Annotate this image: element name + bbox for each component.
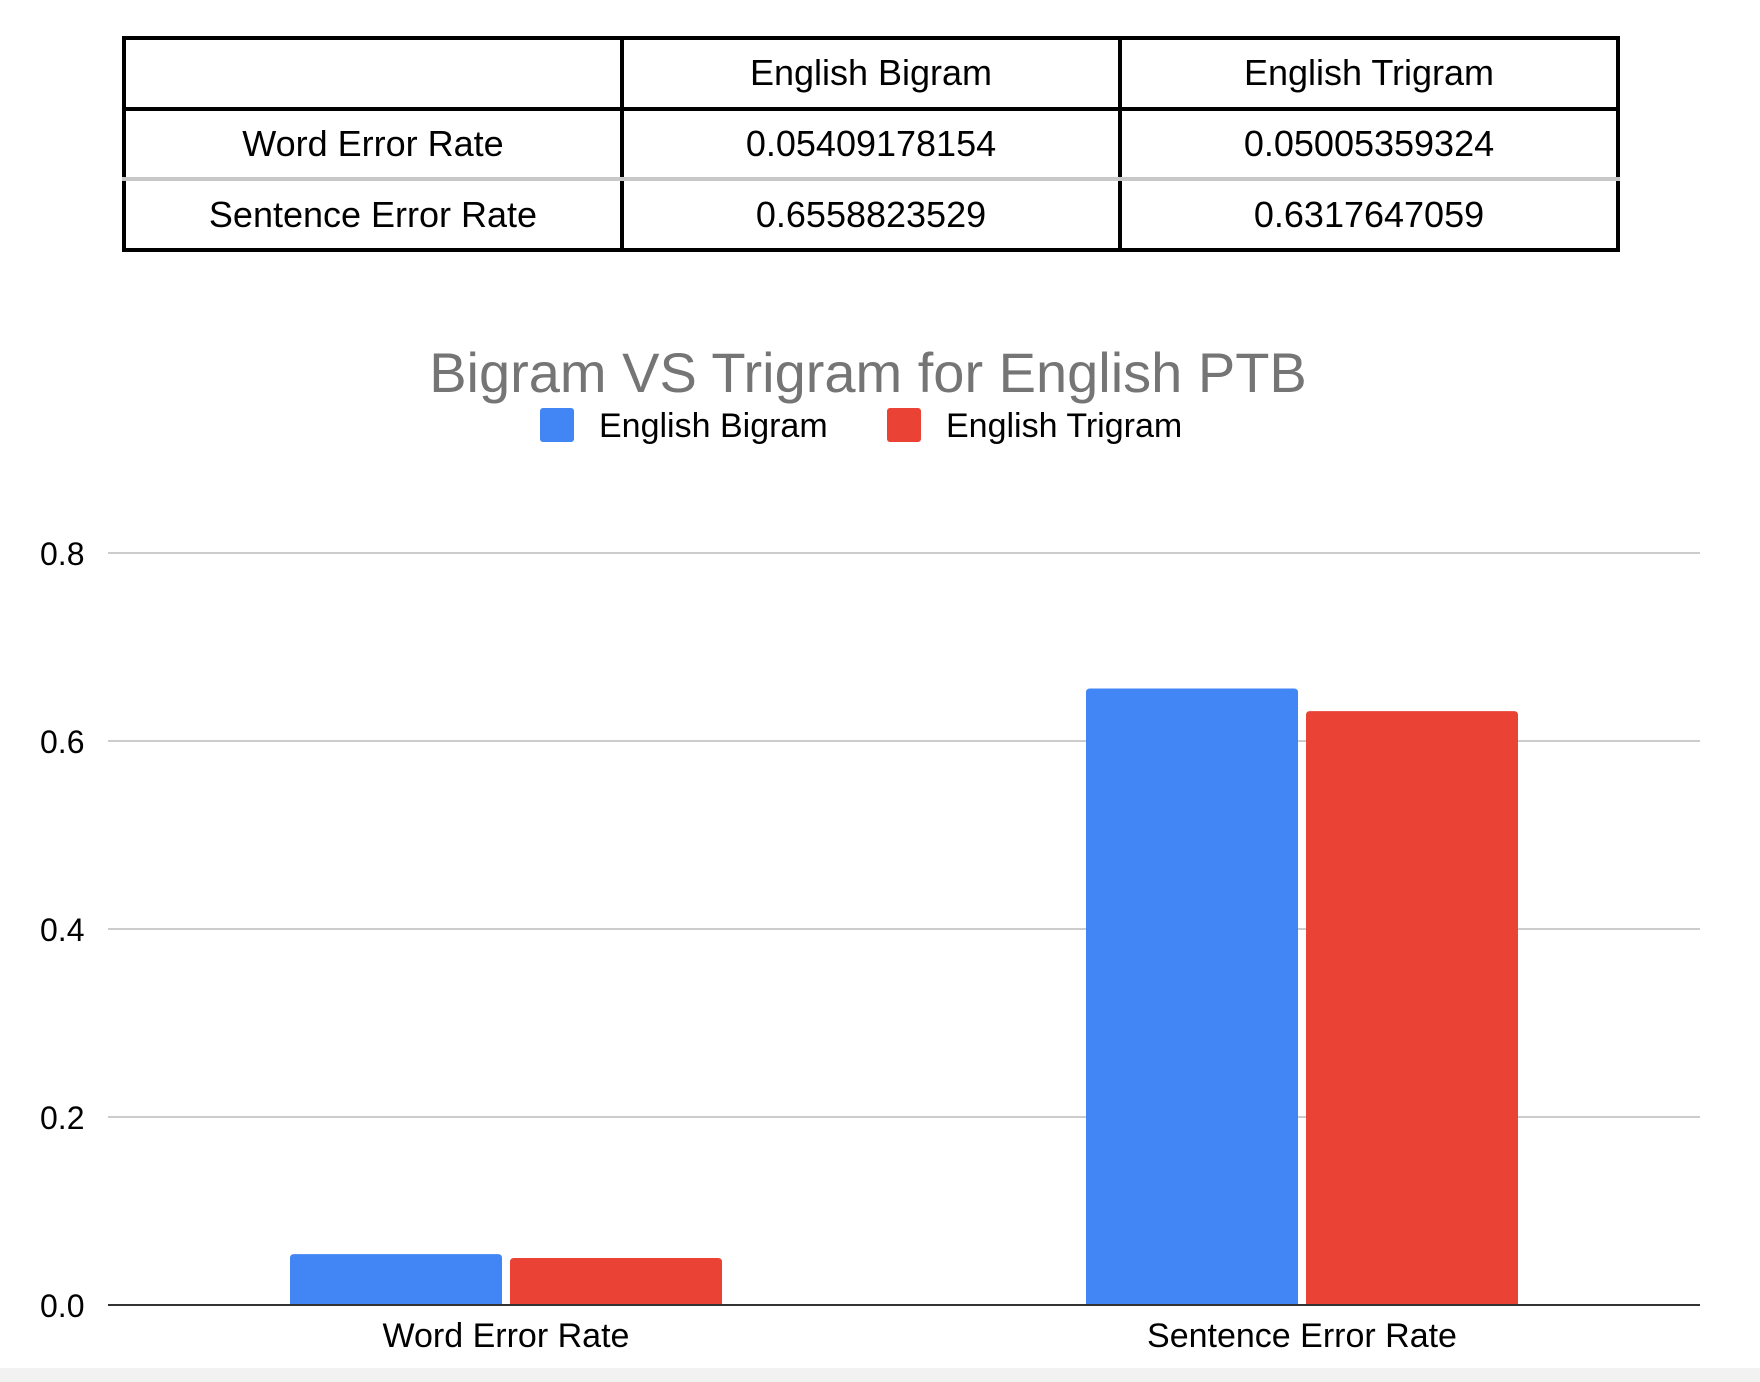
- results-table: English Bigram English Trigram Word Erro…: [122, 36, 1620, 252]
- x-tick-label: Sentence Error Rate: [1147, 1317, 1457, 1355]
- bar-bigram: [1086, 688, 1298, 1305]
- table-row: Sentence Error Rate 0.6558823529 0.63176…: [122, 177, 1620, 252]
- legend-label: English Bigram: [599, 407, 828, 445]
- y-tick-label: 0.6: [40, 724, 84, 760]
- y-axis-ticks: 0.0 0.2 0.4 0.6 0.8: [40, 536, 84, 1324]
- bar-trigram: [1306, 711, 1518, 1305]
- table-header-cell-trigram: English Trigram: [1118, 36, 1620, 111]
- bar-chart: Bigram VS Trigram for English PTB Englis…: [40, 341, 1700, 1355]
- bottom-strip: [0, 1368, 1760, 1382]
- table-header-cell-empty: [122, 36, 624, 111]
- table-row: Word Error Rate 0.05409178154 0.05005359…: [122, 106, 1620, 182]
- x-axis-labels: Word Error Rate Sentence Error Rate: [383, 1317, 1457, 1355]
- table-header-row: English Bigram English Trigram: [122, 36, 1620, 111]
- chart-title: Bigram VS Trigram for English PTB: [429, 341, 1307, 404]
- bar-bigram: [290, 1254, 502, 1305]
- legend-swatch: [540, 408, 574, 442]
- table-row-label: Sentence Error Rate: [122, 177, 624, 252]
- x-tick-label: Word Error Rate: [383, 1317, 630, 1355]
- table-cell: 0.05409178154: [620, 106, 1122, 182]
- y-tick-label: 0.2: [40, 1100, 84, 1136]
- table-cell: 0.6558823529: [620, 177, 1122, 252]
- table-cell: 0.6317647059: [1118, 177, 1620, 252]
- y-tick-label: 0.4: [40, 912, 84, 948]
- bar-trigram: [510, 1257, 722, 1305]
- table-cell: 0.05005359324: [1118, 106, 1620, 182]
- table-header-cell-bigram: English Bigram: [620, 36, 1122, 111]
- table-row-label: Word Error Rate: [122, 106, 624, 182]
- y-tick-label: 0.8: [40, 536, 84, 572]
- y-tick-label: 0.0: [40, 1288, 84, 1324]
- legend-swatch: [887, 408, 921, 442]
- chart-legend: English Bigram English Trigram: [540, 407, 1182, 445]
- chart-bars: [290, 688, 1518, 1305]
- legend-label: English Trigram: [946, 407, 1182, 445]
